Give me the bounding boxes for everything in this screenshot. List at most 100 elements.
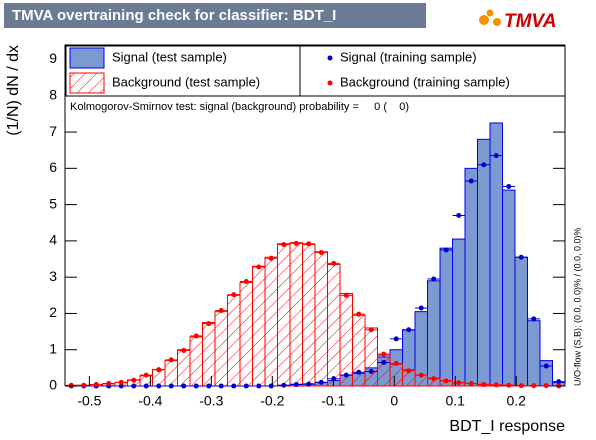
y-tick-label: 7: [49, 123, 57, 139]
histogram-bar: [427, 280, 441, 387]
histogram-bar: [377, 354, 391, 387]
histogram-bar: [177, 349, 191, 387]
title-box: [4, 3, 426, 28]
data-point: [206, 383, 212, 389]
data-point: [393, 361, 399, 367]
y-tick-label: 8: [49, 86, 57, 102]
data-point: [506, 382, 512, 388]
legend-swatch: [327, 55, 333, 61]
data-point: [556, 379, 562, 385]
data-point: [456, 380, 462, 386]
histogram-bar: [452, 238, 466, 387]
legend-box: [299, 45, 566, 97]
y-tick-label: 1: [49, 340, 57, 356]
legend-swatch: [69, 72, 105, 94]
data-point: [456, 213, 462, 218]
data-point: [406, 368, 412, 374]
data-point: [106, 380, 112, 386]
histogram-bar: [389, 363, 403, 387]
data-point: [406, 327, 412, 333]
data-point: [168, 383, 174, 389]
y-tick-label: 0: [49, 377, 57, 393]
data-point: [481, 162, 487, 168]
data-point: [256, 264, 262, 270]
y-tick-label: 6: [49, 159, 57, 175]
chart-title: TMVA overtraining check for classifier: …: [12, 7, 336, 24]
data-point: [381, 351, 387, 357]
data-point: [281, 382, 287, 388]
y-axis-label: (1/N) dN / dx: [5, 45, 22, 136]
y-tick-label: 3: [49, 268, 57, 284]
logo: TMVA: [479, 9, 556, 32]
data-point: [156, 367, 162, 373]
data-point: [418, 305, 424, 311]
histogram-bar: [352, 314, 366, 387]
x-tick-label: -0.5: [77, 393, 101, 409]
y-tick-label: 5: [49, 195, 57, 211]
data-point: [493, 153, 499, 159]
data-point: [306, 241, 312, 247]
data-point: [231, 292, 237, 298]
legend-swatch: [327, 80, 333, 86]
histogram-bar: [289, 242, 303, 387]
histogram-bar: [464, 167, 478, 387]
data-point: [293, 382, 299, 388]
data-point: [468, 380, 474, 386]
data-point: [193, 383, 199, 389]
data-point: [356, 369, 362, 375]
y-tick-label: 2: [49, 304, 57, 320]
histogram-bar: [227, 294, 241, 387]
data-point: [506, 183, 512, 189]
legend-box: [65, 45, 301, 97]
x-tick-label: -0.1: [321, 393, 345, 409]
data-point: [268, 255, 274, 261]
legend-label: Signal (training sample): [340, 49, 477, 64]
histogram-bar: [364, 327, 378, 387]
x-tick-label: 0.2: [506, 393, 526, 409]
histogram-bar: [202, 322, 216, 387]
data-point: [331, 260, 337, 266]
data-point: [281, 242, 287, 248]
logo-text: TMVA: [504, 11, 556, 32]
histogram-bar: [164, 360, 178, 387]
histogram-bar: [314, 251, 328, 387]
data-point: [131, 377, 137, 383]
data-point: [431, 276, 437, 282]
data-point: [443, 247, 449, 253]
data-point: [143, 383, 149, 389]
data-point: [481, 382, 487, 388]
histogram-bar: [189, 336, 203, 387]
histogram-bar: [527, 320, 541, 387]
data-point: [181, 383, 187, 389]
data-point: [393, 336, 399, 342]
histogram-bar: [214, 311, 228, 387]
data-point: [243, 383, 249, 389]
data-point: [518, 254, 524, 260]
x-tick-label: -0.4: [138, 393, 162, 409]
data-point: [181, 347, 187, 353]
legend-swatch: [69, 47, 105, 69]
data-point: [131, 383, 137, 389]
x-tick-label: -0.2: [260, 393, 284, 409]
data-point: [493, 382, 499, 388]
data-point: [93, 382, 99, 388]
histogram-bar: [327, 263, 341, 387]
histogram-bar: [502, 189, 516, 387]
data-point: [218, 308, 224, 314]
data-point: [318, 250, 324, 256]
data-point: [543, 383, 549, 389]
data-point: [443, 378, 449, 384]
y-tick-label: 4: [49, 232, 57, 248]
data-point: [518, 383, 524, 389]
data-point: [156, 383, 162, 389]
data-point: [531, 316, 537, 322]
data-point: [431, 376, 437, 382]
data-point: [318, 379, 324, 385]
data-point: [256, 383, 262, 389]
y-tick-label: 9: [49, 50, 57, 66]
ks-text: Kolmogorov-Smirnov test: signal (backgro…: [70, 101, 409, 113]
legend-label: Background (test sample): [112, 74, 260, 89]
data-point: [218, 383, 224, 389]
data-point: [81, 382, 87, 388]
